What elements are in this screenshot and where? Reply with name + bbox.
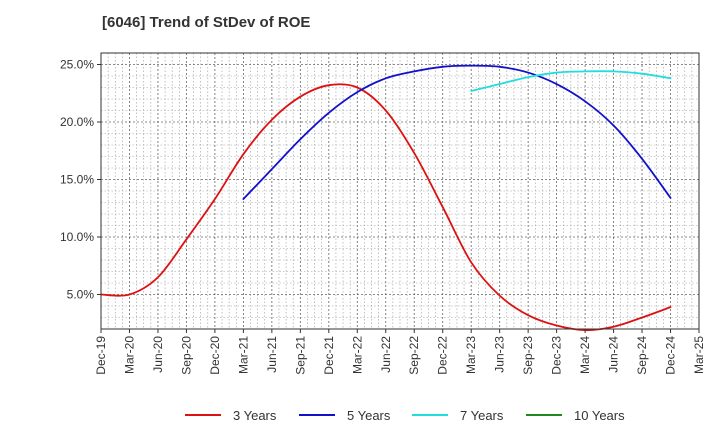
series-line-3-years (100, 83, 672, 332)
legend-swatch-10-years (526, 414, 562, 416)
legend-swatch-3-years (185, 414, 221, 416)
x-tick-label: Sep-22 (407, 336, 421, 375)
x-tick-label: Dec-19 (94, 336, 108, 375)
x-tick-label: Mar-21 (236, 336, 250, 374)
legend-item-5-years: 5 Years (299, 404, 390, 426)
series-lines (100, 64, 672, 332)
legend-swatch-7-years (412, 414, 448, 416)
x-tick-label: Dec-23 (550, 336, 564, 375)
chart-title: [6046] Trend of StDev of ROE (102, 14, 311, 31)
x-tick-label: Sep-23 (521, 336, 535, 375)
x-tick-label: Jun-23 (493, 336, 507, 373)
y-tick-label: 5.0% (67, 288, 95, 302)
legend-label-3-years: 3 Years (233, 407, 277, 423)
x-tick-label: Sep-20 (179, 336, 193, 375)
plot-area (100, 52, 700, 330)
x-tick-label: Mar-24 (578, 336, 592, 374)
x-tick-label: Sep-24 (635, 336, 649, 375)
x-tick-label: Jun-22 (379, 336, 393, 373)
x-tick-label: Dec-24 (664, 336, 678, 375)
x-tick-label: Jun-20 (151, 336, 165, 373)
y-tick-label: 15.0% (60, 173, 94, 187)
x-tick-label: Dec-20 (208, 336, 222, 375)
legend-item-3-years: 3 Years (185, 404, 276, 426)
x-tick-label: Mar-22 (350, 336, 364, 374)
legend-item-7-years: 7 Years (412, 404, 503, 426)
legend-label-10-years: 10 Years (574, 407, 625, 423)
y-axis-ticks: 5.0% 10.0% 15.0% 20.0% 25.0% (60, 58, 101, 302)
x-tick-label: Sep-21 (293, 336, 307, 375)
grid-lines (100, 52, 700, 330)
y-tick-label: 25.0% (60, 58, 94, 72)
legend-swatch-5-years (299, 414, 335, 416)
x-tick-label: Jun-21 (265, 336, 279, 373)
series-line-7-years (470, 70, 672, 92)
x-axis-ticks: Dec-19 Mar-20 Jun-20 Sep-20 Dec-20 Mar-21 Jun-… (94, 329, 706, 375)
x-tick-label: Mar-20 (122, 336, 136, 374)
y-tick-label: 20.0% (60, 115, 94, 129)
legend-item-10-years: 10 Years (526, 404, 625, 426)
legend-label-7-years: 7 Years (460, 407, 504, 423)
series-line-5-years (242, 64, 672, 200)
x-tick-label: Dec-22 (436, 336, 450, 375)
legend: 3 Years 5 Years 7 Years 10 Years (0, 404, 720, 426)
x-tick-label: Dec-21 (322, 336, 336, 375)
legend-label-5-years: 5 Years (347, 407, 391, 423)
x-tick-label: Jun-24 (607, 336, 621, 373)
y-tick-label: 10.0% (60, 230, 94, 244)
x-tick-label: Mar-23 (464, 336, 478, 374)
x-tick-label: Mar-25 (692, 336, 706, 374)
